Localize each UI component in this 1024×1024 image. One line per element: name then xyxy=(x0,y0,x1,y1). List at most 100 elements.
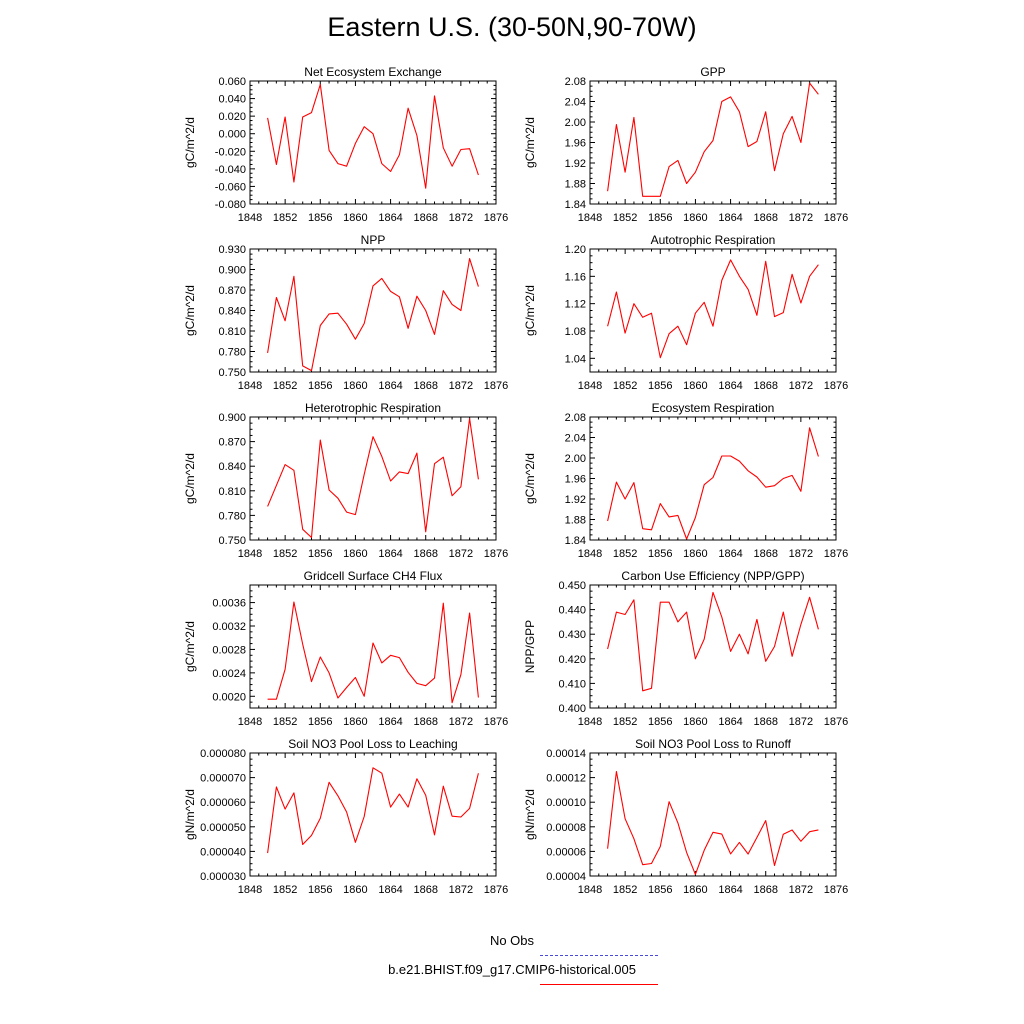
y-tick-label: 0.00014 xyxy=(546,748,586,760)
x-tick-label: 1868 xyxy=(413,548,437,560)
x-tick-label: 1868 xyxy=(753,548,777,560)
x-tick-label: 1860 xyxy=(683,716,707,728)
x-tick-label: 1860 xyxy=(343,716,367,728)
y-tick-label: 0.750 xyxy=(218,535,246,547)
x-tick-label: 1848 xyxy=(578,212,602,224)
panel-2: NPP gC/m^2/d 1848 1852 1856 1860 1864 1868 1872 1… xyxy=(183,233,508,392)
x-tick-label: 1852 xyxy=(273,716,297,728)
x-tick-label: 1868 xyxy=(413,884,437,896)
series-line xyxy=(267,83,479,189)
x-tick-label: 1872 xyxy=(449,716,473,728)
series-line xyxy=(267,767,479,854)
panel-title: Carbon Use Efficiency (NPP/GPP) xyxy=(621,569,804,583)
x-tick-label: 1864 xyxy=(378,884,402,896)
y-tick-label: 0.900 xyxy=(218,265,246,277)
plot-frame xyxy=(249,752,497,877)
x-tick-label: 1868 xyxy=(413,212,437,224)
y-tick-label: 0.000050 xyxy=(200,822,246,834)
y-axis-label: gC/m^2/d xyxy=(523,285,537,336)
series-line xyxy=(267,601,479,704)
x-tick-label: 1852 xyxy=(613,380,637,392)
y-tick-label: 0.000070 xyxy=(200,773,246,785)
panel-title: Autotrophic Respiration xyxy=(651,233,776,247)
y-tick-label: 0.0028 xyxy=(212,644,246,656)
y-tick-label: 0.060 xyxy=(218,76,246,88)
y-axis-label: gC/m^2/d xyxy=(183,285,197,336)
panel-9: Soil NO3 Pool Loss to Runoff gN/m^2/d 1848… xyxy=(523,737,848,896)
x-tick-label: 1868 xyxy=(753,380,777,392)
page-title: Eastern U.S. (30-50N,90-70W) xyxy=(327,12,697,42)
x-tick-label: 1852 xyxy=(613,716,637,728)
x-tick-label: 1864 xyxy=(718,884,742,896)
x-tick-label: 1864 xyxy=(718,212,742,224)
x-tick-label: 1876 xyxy=(824,716,848,728)
panel-4: Heterotrophic Respiration gC/m^2/d 1848 185… xyxy=(183,401,508,560)
y-tick-label: 0.000040 xyxy=(200,846,246,858)
panel-1: GPP gC/m^2/d 1848 1852 1856 1860 1864 1868 1872 1… xyxy=(523,65,848,224)
panel-title: Soil NO3 Pool Loss to Runoff xyxy=(635,737,792,751)
y-tick-label: 2.08 xyxy=(565,412,586,424)
x-tick-label: 1864 xyxy=(718,380,742,392)
y-tick-label: 0.870 xyxy=(218,437,246,449)
x-tick-label: 1876 xyxy=(484,548,508,560)
y-tick-label: 0.780 xyxy=(218,510,246,522)
y-tick-label: 0.440 xyxy=(558,605,586,617)
panel-title: Net Ecosystem Exchange xyxy=(304,65,442,79)
y-axis-label: gC/m^2/d xyxy=(183,621,197,672)
y-tick-label: 0.900 xyxy=(218,412,246,424)
panel-3: Autotrophic Respiration gC/m^2/d 1848 1852 1… xyxy=(523,233,848,392)
x-tick-label: 1856 xyxy=(648,884,672,896)
y-tick-label: 1.84 xyxy=(565,199,586,211)
panel-title: NPP xyxy=(361,233,386,247)
x-tick-label: 1852 xyxy=(613,548,637,560)
x-tick-label: 1876 xyxy=(824,380,848,392)
x-tick-label: 1860 xyxy=(683,548,707,560)
y-tick-label: -0.040 xyxy=(215,164,246,176)
x-tick-label: 1876 xyxy=(484,380,508,392)
panel-7: Carbon Use Efficiency (NPP/GPP) NPP/GPP 18… xyxy=(523,569,848,728)
y-tick-label: 0.040 xyxy=(218,94,246,106)
y-tick-label: 0.930 xyxy=(218,244,246,256)
x-tick-label: 1872 xyxy=(789,548,813,560)
x-tick-label: 1876 xyxy=(484,212,508,224)
legend-line-no-obs xyxy=(540,955,658,956)
y-tick-label: 1.20 xyxy=(565,244,586,256)
panel-title: Gridcell Surface CH4 Flux xyxy=(304,569,443,583)
y-tick-label: 1.96 xyxy=(565,138,586,150)
x-tick-label: 1852 xyxy=(273,380,297,392)
y-tick-label: 2.00 xyxy=(565,453,586,465)
y-axis-label: NPP/GPP xyxy=(523,620,537,673)
series-line xyxy=(267,418,479,539)
y-tick-label: 0.750 xyxy=(218,367,246,379)
y-tick-label: 1.16 xyxy=(565,271,586,283)
plot-frame xyxy=(589,584,837,709)
x-tick-label: 1852 xyxy=(273,884,297,896)
x-tick-label: 1848 xyxy=(578,716,602,728)
y-tick-label: 0.00012 xyxy=(546,773,586,785)
y-tick-label: 0.0036 xyxy=(212,598,246,610)
y-tick-label: 1.88 xyxy=(565,179,586,191)
panel-title: Soil NO3 Pool Loss to Leaching xyxy=(288,737,457,751)
x-tick-label: 1864 xyxy=(718,548,742,560)
x-tick-label: 1852 xyxy=(273,212,297,224)
y-tick-label: 1.84 xyxy=(565,535,586,547)
plot-frame xyxy=(589,416,837,541)
x-tick-label: 1856 xyxy=(308,212,332,224)
y-tick-label: 0.00010 xyxy=(546,797,586,809)
panel-title: Heterotrophic Respiration xyxy=(305,401,441,415)
y-tick-label: 0.00006 xyxy=(546,846,586,858)
y-tick-label: 0.430 xyxy=(558,629,586,641)
y-tick-label: 1.88 xyxy=(565,515,586,527)
plot-frame xyxy=(249,80,497,205)
plot-frame xyxy=(589,80,837,205)
y-axis-label: gC/m^2/d xyxy=(523,453,537,504)
plot-frame xyxy=(249,584,497,709)
y-tick-label: 0.00004 xyxy=(546,871,586,883)
x-tick-label: 1860 xyxy=(343,548,367,560)
y-tick-label: -0.020 xyxy=(215,146,246,158)
x-tick-label: 1876 xyxy=(484,716,508,728)
y-tick-label: 2.08 xyxy=(565,76,586,88)
x-tick-label: 1848 xyxy=(578,380,602,392)
x-tick-label: 1872 xyxy=(789,884,813,896)
x-tick-label: 1860 xyxy=(683,884,707,896)
